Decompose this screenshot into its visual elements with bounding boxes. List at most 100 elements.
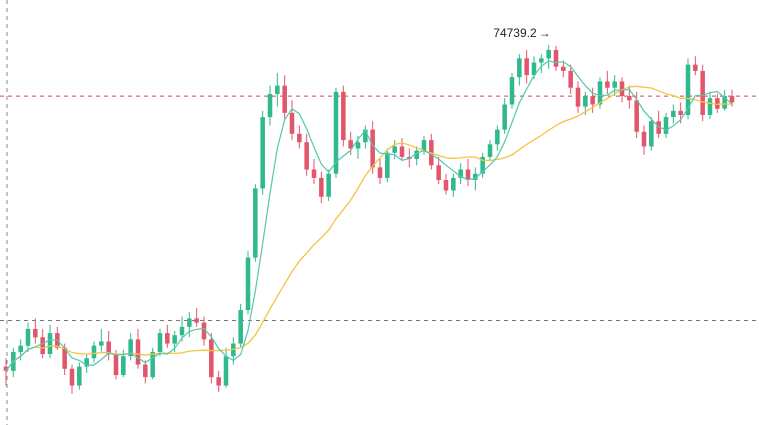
slow-moving-average-line: [5, 85, 733, 372]
candle-body: [612, 81, 617, 88]
candle-body: [223, 356, 229, 386]
candle-body: [671, 110, 676, 118]
candle-body: [297, 133, 302, 143]
candle-body: [238, 310, 243, 344]
candle-body: [414, 150, 419, 160]
candle-body: [715, 98, 720, 109]
candle-body: [201, 322, 207, 340]
candle-body: [421, 140, 427, 151]
candle-body: [399, 146, 405, 157]
candle-body: [568, 70, 573, 88]
candle-body: [150, 351, 155, 378]
candle-body: [77, 366, 82, 386]
candle-body: [451, 177, 456, 191]
candle-body: [304, 142, 309, 170]
highest-price-label: 74739.2: [493, 26, 537, 40]
candle-body: [487, 144, 493, 157]
candle-body: [546, 49, 551, 59]
candle-body: [18, 345, 23, 352]
candle-body: [436, 165, 441, 180]
candle-body: [106, 341, 111, 355]
candle-body: [700, 70, 705, 115]
candle-body: [443, 179, 449, 191]
candle-body: [663, 117, 669, 134]
candle-body: [179, 326, 185, 336]
candle-body: [480, 156, 485, 174]
candle-body: [69, 368, 75, 386]
candle-body: [649, 121, 654, 147]
candle-body: [40, 337, 45, 355]
candle-body: [348, 140, 353, 149]
highest-price-arrow: →: [539, 26, 551, 40]
candle-body: [363, 129, 368, 143]
candle-body: [62, 347, 67, 369]
candle-body: [216, 377, 221, 386]
candle-body: [187, 318, 192, 327]
candle-body: [502, 104, 507, 130]
candle-body: [267, 93, 273, 118]
candle-body: [165, 333, 170, 344]
candle-body: [678, 110, 683, 115]
candle-body: [656, 121, 661, 134]
candle-body: [377, 167, 383, 178]
candle-body: [693, 64, 698, 71]
candle-body: [341, 91, 346, 141]
candle-body: [84, 358, 89, 367]
candle-body: [311, 169, 317, 178]
candle-body: [355, 142, 361, 149]
candle-body: [143, 364, 148, 378]
candle-body: [707, 98, 713, 115]
candle-body: [385, 152, 390, 178]
candle-body: [561, 66, 566, 71]
candles-group: [3, 44, 735, 394]
candle-body: [619, 81, 625, 97]
candle-body: [275, 85, 280, 94]
candle-body: [370, 129, 375, 168]
candle-body: [99, 341, 104, 346]
candle-body: [575, 87, 581, 107]
candle-body: [641, 131, 647, 147]
candle-body: [25, 328, 31, 346]
candle-body: [465, 169, 471, 180]
candle-body: [605, 81, 610, 88]
candle-body: [729, 96, 735, 103]
candle-body: [47, 333, 53, 355]
candle-body: [634, 100, 639, 132]
candle-body: [209, 339, 214, 378]
fast-moving-average-line: [5, 60, 733, 372]
candle-body: [524, 58, 529, 76]
candle-body: [473, 173, 478, 180]
candle-body: [495, 129, 500, 145]
candle-body: [392, 146, 397, 153]
candle-body: [319, 177, 324, 197]
candle-body: [157, 333, 163, 352]
candle-body: [194, 318, 199, 323]
candle-body: [517, 58, 522, 78]
candle-body: [91, 345, 97, 359]
candle-body: [326, 173, 331, 197]
candle-body: [583, 96, 588, 107]
candle-body: [539, 58, 544, 63]
candle-body: [282, 85, 287, 113]
candle-body: [253, 188, 258, 258]
candle-body: [722, 96, 727, 109]
candle-body: [289, 112, 295, 134]
candle-body: [245, 257, 251, 311]
candle-body: [113, 354, 119, 376]
candle-body: [260, 117, 265, 189]
candle-body: [685, 64, 691, 115]
candle-body: [333, 91, 339, 174]
candle-body: [590, 96, 595, 105]
candle-body: [531, 62, 537, 76]
candle-body: [458, 169, 463, 178]
candle-body: [135, 339, 141, 365]
candle-body: [509, 77, 515, 105]
candle-body: [128, 339, 133, 357]
candle-body: [3, 366, 9, 371]
candle-body: [597, 81, 603, 105]
candle-body: [33, 328, 38, 338]
candle-body: [121, 356, 126, 376]
candle-body: [553, 49, 559, 67]
candle-body: [172, 335, 177, 344]
